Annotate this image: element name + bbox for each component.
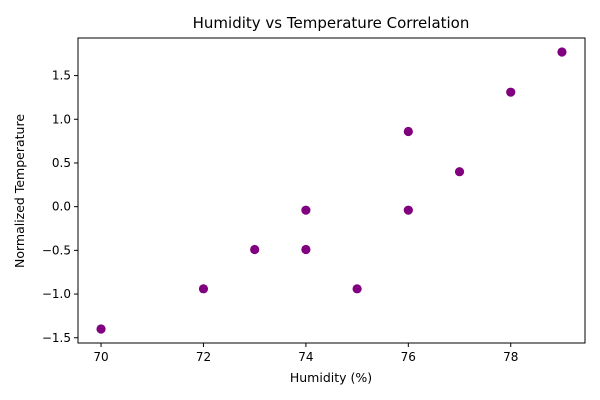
data-point: [506, 87, 516, 97]
y-tick-label: 0.0: [52, 200, 71, 214]
x-tick-label: 72: [196, 350, 211, 364]
y-tick-label: 1.5: [52, 69, 71, 83]
data-point: [301, 244, 311, 255]
data-point: [403, 205, 413, 215]
y-axis-ticks: −1.5 −1.0 −0.5 0.0 0.5 1.0 1.5: [42, 69, 78, 345]
data-point: [352, 284, 362, 294]
y-tick-label: −0.5: [42, 243, 71, 257]
data-point: [301, 205, 311, 215]
x-axis-label: Humidity (%): [290, 370, 372, 385]
y-tick-label: −1.0: [42, 287, 71, 301]
y-tick-label: 0.5: [52, 156, 71, 170]
x-tick-label: 70: [93, 350, 108, 364]
data-point: [557, 47, 567, 57]
data-point: [454, 167, 465, 177]
x-axis-ticks: 70 72 74 76 78: [93, 343, 518, 364]
chart-title: Humidity vs Temperature Correlation: [193, 14, 470, 32]
plot-area: [77, 37, 586, 344]
data-point: [96, 324, 106, 334]
x-tick-label: 76: [401, 350, 416, 364]
data-point: [250, 244, 260, 255]
y-tick-label: 1.0: [52, 112, 71, 126]
plot-frame: [77, 37, 586, 344]
y-tick-label: −1.5: [42, 331, 71, 345]
data-point: [403, 126, 413, 137]
y-axis-label: Normalized Temperature: [12, 114, 27, 268]
x-tick-label: 74: [298, 350, 313, 364]
data-point: [198, 284, 209, 294]
data-points: [96, 47, 567, 334]
x-tick-label: 78: [503, 350, 518, 364]
